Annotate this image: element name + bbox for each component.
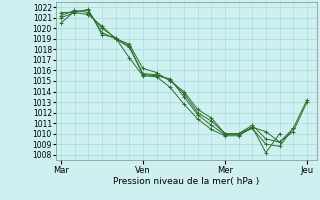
X-axis label: Pression niveau de la mer( hPa ): Pression niveau de la mer( hPa ) (113, 177, 260, 186)
